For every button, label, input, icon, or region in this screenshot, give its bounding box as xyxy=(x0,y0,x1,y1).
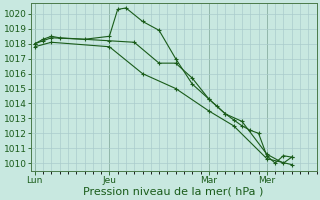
X-axis label: Pression niveau de la mer( hPa ): Pression niveau de la mer( hPa ) xyxy=(84,187,264,197)
